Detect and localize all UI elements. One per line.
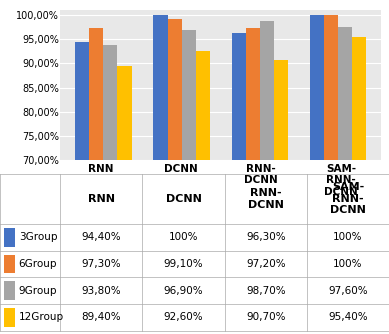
Text: 9Group: 9Group — [19, 286, 57, 296]
Text: SAM-
RNN-
DCNN: SAM- RNN- DCNN — [330, 182, 366, 215]
Text: RNN-
DCNN: RNN- DCNN — [244, 164, 278, 185]
Text: 90,70%: 90,70% — [246, 312, 286, 322]
Text: 97,20%: 97,20% — [246, 259, 286, 269]
Text: RNN-
DCNN: RNN- DCNN — [248, 188, 284, 210]
Bar — [168, 19, 182, 334]
Text: SAM-
RNN-
DCNN: SAM- RNN- DCNN — [324, 164, 358, 197]
Text: 3Group: 3Group — [19, 232, 57, 242]
Bar — [196, 51, 210, 334]
Text: 96,90%: 96,90% — [164, 286, 203, 296]
Bar — [338, 26, 352, 334]
Text: 92,60%: 92,60% — [164, 312, 203, 322]
Text: 95,40%: 95,40% — [328, 312, 368, 322]
Bar — [89, 28, 103, 334]
Bar — [4, 281, 15, 300]
Text: 98,70%: 98,70% — [246, 286, 286, 296]
Text: 100%: 100% — [333, 232, 363, 242]
Text: 12Group: 12Group — [19, 312, 64, 322]
Text: 6Group: 6Group — [19, 259, 57, 269]
Bar — [246, 28, 260, 334]
Text: RNN: RNN — [88, 194, 115, 204]
Text: 100%: 100% — [169, 232, 198, 242]
Bar — [153, 15, 168, 334]
Text: 89,40%: 89,40% — [82, 312, 121, 322]
Text: 97,60%: 97,60% — [328, 286, 368, 296]
Text: 93,80%: 93,80% — [82, 286, 121, 296]
Bar — [274, 60, 288, 334]
Text: DCNN: DCNN — [164, 164, 198, 174]
Bar — [324, 15, 338, 334]
Bar — [352, 37, 366, 334]
Text: 96,30%: 96,30% — [246, 232, 286, 242]
Bar — [232, 33, 246, 334]
Bar — [4, 228, 15, 247]
Text: RNN: RNN — [88, 164, 113, 174]
Text: DCNN: DCNN — [166, 194, 202, 204]
Text: 97,30%: 97,30% — [82, 259, 121, 269]
Text: 94,40%: 94,40% — [82, 232, 121, 242]
Bar — [4, 308, 15, 327]
Text: 100%: 100% — [333, 259, 363, 269]
Bar — [260, 21, 274, 334]
Bar — [75, 42, 89, 334]
Bar — [103, 45, 117, 334]
Bar — [117, 66, 131, 334]
Bar — [4, 255, 15, 273]
Text: 99,10%: 99,10% — [164, 259, 203, 269]
Bar — [310, 15, 324, 334]
Bar — [182, 30, 196, 334]
